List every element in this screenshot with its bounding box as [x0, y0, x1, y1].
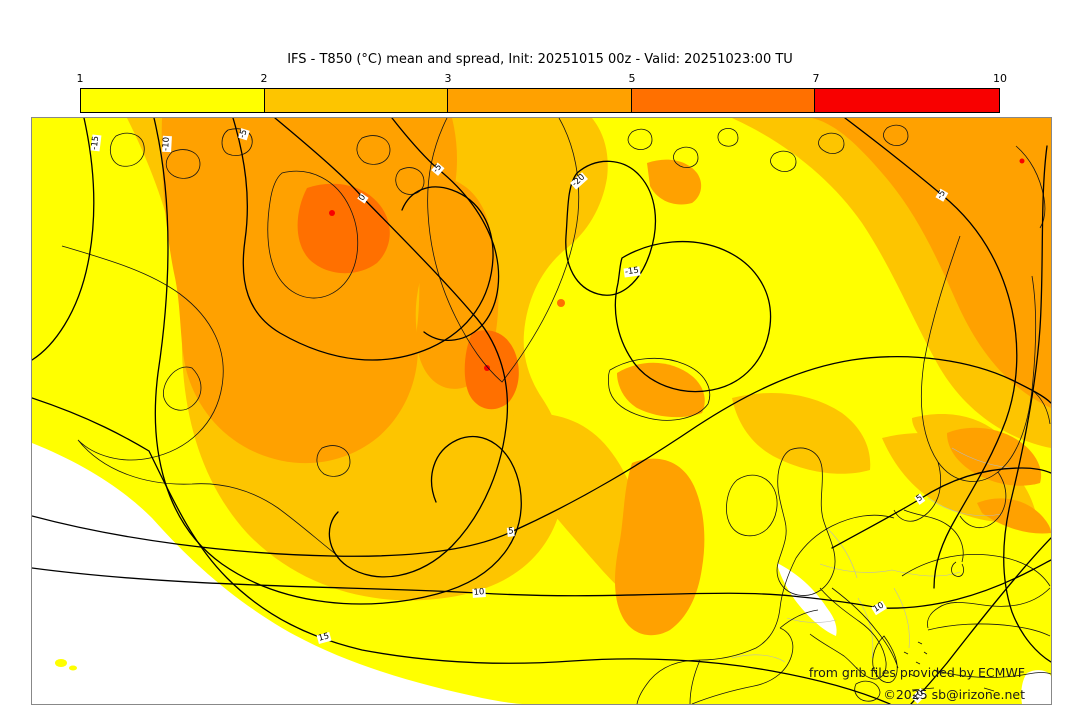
contour-line-m15-loop [614, 241, 772, 393]
colorbar: 1 2 3 5 7 10 [76, 72, 1008, 114]
colorbar-ticks: 1 2 3 5 7 10 [76, 72, 1008, 86]
colorbar-segment [815, 89, 999, 112]
contour-line-m20-loop [565, 160, 657, 296]
colorbar-tick: 3 [444, 72, 452, 85]
contour-line-m5-topcenter [391, 118, 500, 341]
attribution-copyright: ©2025 sb@irizone.net [883, 687, 1025, 702]
contour-line-m5-topleft [232, 118, 494, 361]
contour-line-10-south [32, 559, 1051, 609]
spread-fill-7-10 [329, 158, 1025, 371]
contour-line-15 [32, 397, 891, 704]
attribution-source: from grib files provided by ECMWF [808, 665, 1025, 680]
colorbar-tick: 10 [993, 72, 1007, 85]
colorbar-tick: 7 [812, 72, 820, 85]
colorbar-bar [80, 88, 1000, 113]
spread-fill-below-1 [32, 443, 1051, 704]
colorbar-tick: 2 [260, 72, 268, 85]
contour-line-5-blacksea [831, 467, 1051, 549]
colorbar-segment [264, 89, 449, 112]
contour-line-m10 [153, 118, 522, 605]
colorbar-segment [448, 89, 632, 112]
coastline [61, 118, 1051, 704]
spread-fill-5-7 [297, 183, 565, 410]
contour-line-right-edge [1003, 145, 1051, 663]
colorbar-tick: 5 [628, 72, 636, 85]
map-svg [32, 118, 1051, 704]
page-title: IFS - T850 (°C) mean and spread, Init: 2… [287, 52, 793, 67]
weather-map: -15 -10 -5 0 -5 -20 -15 -5 5 5 10 10 10 15 from grib … [31, 117, 1052, 705]
contour-line-m15-west [32, 118, 95, 361]
colorbar-tick: 1 [76, 72, 84, 85]
contour-line-5-atlantic [32, 356, 1051, 557]
contour-line-m5-right [844, 118, 1018, 589]
colorbar-segment [631, 89, 816, 112]
colorbar-segment [81, 89, 265, 112]
